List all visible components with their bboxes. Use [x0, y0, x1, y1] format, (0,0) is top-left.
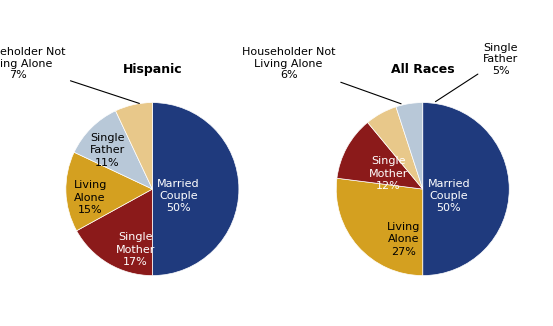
Text: Living
Alone
27%: Living Alone 27% [387, 222, 420, 257]
Text: Single
Father
5%: Single Father 5% [435, 43, 518, 102]
Wedge shape [76, 189, 153, 275]
Title: All Races: All Races [391, 63, 455, 76]
Text: Householder Not
Living Alone
7%: Householder Not Living Alone 7% [0, 47, 139, 103]
Text: Single
Mother
17%: Single Mother 17% [116, 232, 155, 267]
Wedge shape [74, 111, 153, 189]
Wedge shape [153, 103, 239, 275]
Wedge shape [337, 123, 422, 189]
Text: Living
Alone
15%: Living Alone 15% [74, 180, 107, 215]
Wedge shape [116, 103, 153, 189]
Title: Hispanic: Hispanic [123, 63, 182, 76]
Wedge shape [422, 103, 509, 275]
Text: Single
Mother
12%: Single Mother 12% [368, 156, 408, 191]
Text: Householder Not
Living Alone
6%: Householder Not Living Alone 6% [242, 47, 401, 104]
Wedge shape [368, 107, 422, 189]
Wedge shape [396, 103, 422, 189]
Text: Married
Couple
50%: Married Couple 50% [427, 179, 470, 214]
Text: Single
Father
11%: Single Father 11% [90, 133, 125, 168]
Wedge shape [336, 178, 422, 275]
Text: Married
Couple
50%: Married Couple 50% [157, 179, 200, 214]
Wedge shape [66, 152, 153, 231]
